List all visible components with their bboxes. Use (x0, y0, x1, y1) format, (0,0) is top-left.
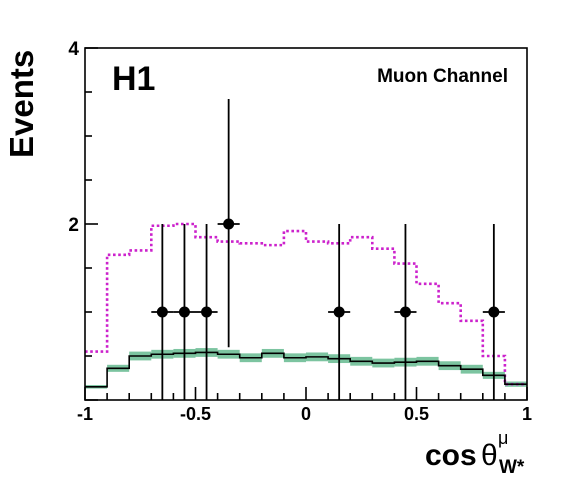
data-point-marker (399, 306, 411, 318)
x-axis-label-theta: θ (481, 439, 498, 472)
data-point-marker (178, 306, 190, 318)
data-point (195, 224, 218, 400)
experiment-label: H1 (112, 60, 155, 98)
data-point-marker (156, 306, 168, 318)
x-tick-label: -0.5 (180, 404, 211, 424)
x-tick-label: 0.5 (404, 404, 429, 424)
data-point (151, 224, 174, 400)
x-axis-ticks: -1 -0.5 0 0.5 1 (77, 387, 532, 424)
x-tick-label: 0 (301, 404, 311, 424)
data-points (151, 99, 505, 400)
y-tick-label: 4 (68, 39, 79, 60)
data-point (173, 224, 196, 400)
data-point-marker (201, 306, 213, 318)
x-axis-label: cos θ μ W* (425, 428, 525, 477)
data-point-marker (223, 218, 235, 230)
data-point (482, 224, 505, 400)
channel-label: Muon Channel (377, 66, 508, 87)
plot-frame (84, 47, 528, 401)
data-point (328, 224, 351, 400)
x-tick-label: 1 (522, 404, 532, 424)
y-tick-label: 2 (68, 215, 79, 236)
data-point (394, 224, 417, 400)
data-point-marker (333, 306, 345, 318)
x-axis-label-main: cos (425, 439, 477, 472)
data-point (217, 99, 240, 348)
y-axis-label: Events (3, 50, 40, 158)
y-axis-ticks: 24 (68, 39, 98, 401)
x-axis-label-sup: μ (498, 428, 508, 448)
x-tick-label: -1 (77, 404, 93, 424)
data-point-marker (488, 306, 500, 318)
x-axis-label-sub: W* (499, 457, 525, 477)
